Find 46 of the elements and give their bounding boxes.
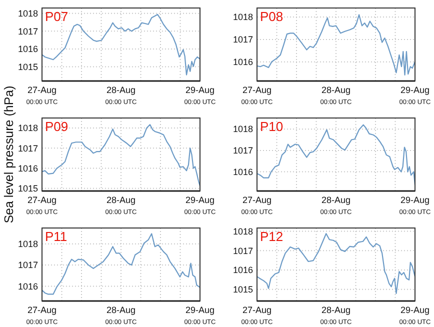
x-tick-label: 29-Aug 00:00 UTC	[399, 85, 432, 106]
y-tick-label: 1017	[232, 246, 253, 256]
chart-title: P07	[45, 9, 68, 24]
x-tick-label: 28-Aug 00:00 UTC	[320, 195, 352, 216]
x-tick-label: 29-Aug 00:00 UTC	[399, 305, 432, 326]
chart-title: P09	[45, 119, 68, 134]
x-tick-label: 27-Aug 00:00 UTC	[241, 305, 274, 326]
y-axis-title: Sea level pressure (hPa)	[2, 86, 16, 224]
y-tick-label: 1018	[232, 12, 253, 22]
chart-title: P11	[45, 229, 68, 244]
x-tick-label: 28-Aug 00:00 UTC	[320, 305, 352, 326]
y-tick-label: 1015	[18, 62, 38, 72]
x-tick-label: 28-Aug 00:00 UTC	[320, 85, 352, 106]
x-tick-label: 27-Aug 00:00 UTC	[26, 195, 58, 216]
y-tick-label: 1018	[18, 123, 38, 134]
x-tick-label: 29-Aug 00:00 UTC	[184, 195, 216, 216]
y-tick-label: 1017	[232, 34, 253, 45]
x-tick-label: 29-Aug 00:00 UTC	[399, 195, 432, 216]
y-tick-label: 1016	[18, 163, 38, 174]
y-tick-label: 1016	[18, 44, 38, 54]
chart-title: P08	[260, 9, 284, 24]
y-tick-label: 1016	[18, 281, 38, 292]
x-tick-label: 28-Aug 00:00 UTC	[105, 305, 138, 326]
y-tick-label: 1017	[18, 26, 38, 36]
chart-title: P10	[260, 119, 284, 134]
y-tick-label: 1016	[232, 265, 253, 276]
y-tick-label: 1015	[232, 284, 253, 295]
x-tick-label: 28-Aug 00:00 UTC	[105, 195, 138, 216]
y-tick-label: 1018	[232, 226, 253, 236]
chart-title: P12	[260, 229, 284, 244]
y-tick-label: 1016	[232, 57, 253, 68]
y-tick-label: 1017	[18, 260, 38, 270]
x-tick-label: 27-Aug 00:00 UTC	[241, 85, 274, 106]
x-tick-label: 28-Aug 00:00 UTC	[105, 85, 138, 106]
y-tick-label: 1016	[232, 166, 253, 177]
y-tick-label: 1015	[18, 184, 38, 194]
x-tick-label: 29-Aug 00:00 UTC	[184, 305, 216, 326]
y-tick-label: 1017	[232, 146, 253, 156]
x-tick-label: 27-Aug 00:00 UTC	[26, 305, 58, 326]
x-tick-label: 27-Aug 00:00 UTC	[26, 85, 58, 106]
x-tick-label: 27-Aug 00:00 UTC	[241, 195, 274, 216]
y-tick-label: 1018	[232, 124, 253, 134]
y-tick-label: 1018	[18, 239, 38, 250]
y-tick-label: 1018	[18, 8, 38, 18]
y-tick-label: 1017	[18, 143, 38, 154]
x-tick-label: 29-Aug 00:00 UTC	[184, 85, 216, 106]
